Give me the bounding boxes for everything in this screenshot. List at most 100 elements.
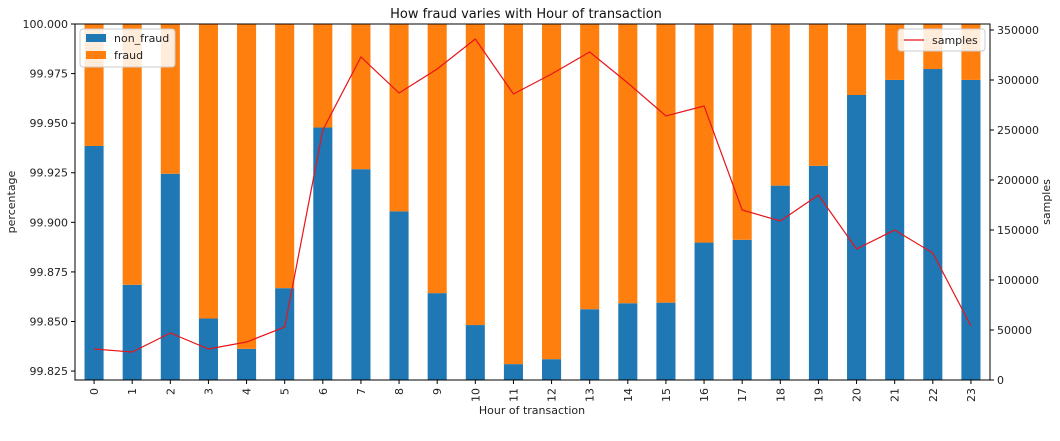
y-tick-label: 99.975 — [30, 68, 69, 81]
bar-non-fraud-6 — [313, 127, 333, 380]
bar-fraud-7 — [351, 24, 371, 170]
bar-fraud-13 — [580, 24, 600, 310]
bar-fraud-15 — [656, 24, 676, 303]
bar-fraud-3 — [198, 24, 218, 319]
x-tick-label: 0 — [88, 388, 101, 395]
bar-non-fraud-13 — [580, 309, 600, 380]
bar-non-fraud-0 — [84, 145, 104, 380]
y2-tick-label: 200000 — [997, 174, 1039, 187]
bar-fraud-9 — [427, 24, 447, 294]
bar-non-fraud-19 — [808, 165, 828, 380]
x-axis-label: Hour of transaction — [479, 404, 585, 417]
y2-tick-label: 100000 — [997, 274, 1039, 287]
bar-non-fraud-2 — [160, 173, 180, 380]
bar-non-fraud-11 — [503, 364, 523, 380]
legend-left: non_fraud fraud — [79, 28, 176, 68]
bar-fraud-4 — [237, 24, 257, 349]
y2-axis-label: samples — [1040, 179, 1053, 225]
bar-non-fraud-9 — [427, 293, 447, 380]
bar-fraud-12 — [542, 24, 562, 360]
y2-tick-label: 350000 — [997, 24, 1039, 37]
bar-fraud-17 — [732, 24, 752, 240]
bar-layer — [84, 24, 981, 381]
y2-tick-label: 250000 — [997, 124, 1039, 137]
bar-fraud-5 — [275, 24, 295, 289]
bar-fraud-8 — [389, 24, 409, 212]
x-tick-label: 6 — [317, 388, 330, 395]
bar-non-fraud-4 — [237, 348, 257, 380]
y2-tick-label: 0 — [997, 374, 1004, 387]
x-tick-label: 4 — [241, 388, 254, 395]
bar-non-fraud-1 — [122, 284, 142, 380]
bar-non-fraud-10 — [465, 325, 485, 380]
x-axis: 0 1 2 3 4 5 6 7 8 9 10 11 12 13 14 15 16 17 18 19 20 21 22 23 — [88, 380, 978, 402]
x-tick-label: 23 — [965, 388, 978, 402]
bar-non-fraud-22 — [923, 69, 943, 380]
bar-fraud-20 — [847, 24, 867, 96]
bar-fraud-6 — [313, 24, 333, 128]
x-tick-label: 2 — [164, 388, 177, 395]
y-axis-left: 99.825 99.850 99.875 99.900 99.925 99.950 99.9… — [23, 18, 75, 378]
bar-fraud-11 — [503, 24, 523, 365]
x-tick-label: 21 — [889, 388, 902, 402]
line-layer — [94, 38, 972, 353]
x-tick-label: 19 — [812, 388, 825, 402]
x-tick-label: 13 — [584, 388, 597, 402]
legend-right: samples — [897, 28, 986, 52]
legend-label-non-fraud: non_fraud — [114, 32, 169, 45]
bar-non-fraud-14 — [618, 303, 638, 380]
bar-non-fraud-7 — [351, 169, 371, 380]
chart-title: How fraud varies with Hour of transactio… — [390, 7, 662, 22]
x-tick-label: 14 — [622, 388, 635, 402]
x-tick-label: 20 — [851, 388, 864, 402]
x-tick-label: 11 — [507, 388, 520, 402]
y-tick-label: 99.825 — [30, 365, 69, 378]
x-tick-label: 5 — [279, 388, 292, 395]
y-tick-label: 100.000 — [23, 18, 69, 31]
bar-fraud-10 — [465, 24, 485, 326]
legend-swatch-non-fraud — [86, 34, 106, 42]
bar-non-fraud-12 — [542, 359, 562, 380]
x-tick-label: 8 — [393, 388, 406, 395]
y2-tick-label: 150000 — [997, 224, 1039, 237]
bar-non-fraud-8 — [389, 211, 409, 380]
y-tick-label: 99.925 — [30, 167, 69, 180]
bar-non-fraud-20 — [847, 95, 867, 380]
bar-fraud-18 — [770, 24, 790, 186]
x-tick-label: 22 — [927, 388, 940, 402]
bar-non-fraud-5 — [275, 288, 295, 380]
x-tick-label: 3 — [202, 388, 215, 395]
x-tick-label: 1 — [126, 388, 139, 395]
bar-fraud-1 — [122, 24, 142, 285]
x-tick-label: 12 — [546, 388, 559, 402]
bar-non-fraud-23 — [961, 79, 981, 381]
y-axis-label: percentage — [5, 170, 18, 233]
bar-non-fraud-18 — [770, 185, 790, 380]
x-tick-label: 9 — [431, 388, 444, 395]
y-tick-label: 99.875 — [30, 266, 69, 279]
plot-frame — [74, 23, 991, 381]
bar-fraud-16 — [694, 24, 714, 243]
legend-right-box — [897, 28, 986, 52]
y-tick-label: 99.900 — [30, 216, 69, 229]
y2-tick-label: 50000 — [997, 324, 1032, 337]
bar-fraud-19 — [808, 24, 828, 166]
x-tick-label: 15 — [660, 388, 673, 402]
line-samples — [94, 38, 972, 353]
legend-label-fraud: fraud — [114, 49, 143, 62]
x-tick-label: 7 — [355, 388, 368, 395]
y-tick-label: 99.850 — [30, 315, 69, 328]
y-axis-right: 0 50000 100000 150000 200000 250000 300000 3500… — [990, 24, 1039, 387]
x-tick-label: 17 — [736, 388, 749, 402]
x-tick-label: 16 — [698, 388, 711, 402]
x-tick-label: 18 — [774, 388, 787, 402]
x-tick-label: 10 — [469, 388, 482, 402]
y-tick-label: 99.950 — [30, 117, 69, 130]
legend-label-samples: samples — [932, 34, 978, 47]
legend-swatch-fraud — [86, 51, 106, 59]
bar-fraud-14 — [618, 24, 638, 304]
bar-non-fraud-15 — [656, 302, 676, 380]
bar-non-fraud-17 — [732, 239, 752, 380]
y2-tick-label: 300000 — [997, 74, 1039, 87]
